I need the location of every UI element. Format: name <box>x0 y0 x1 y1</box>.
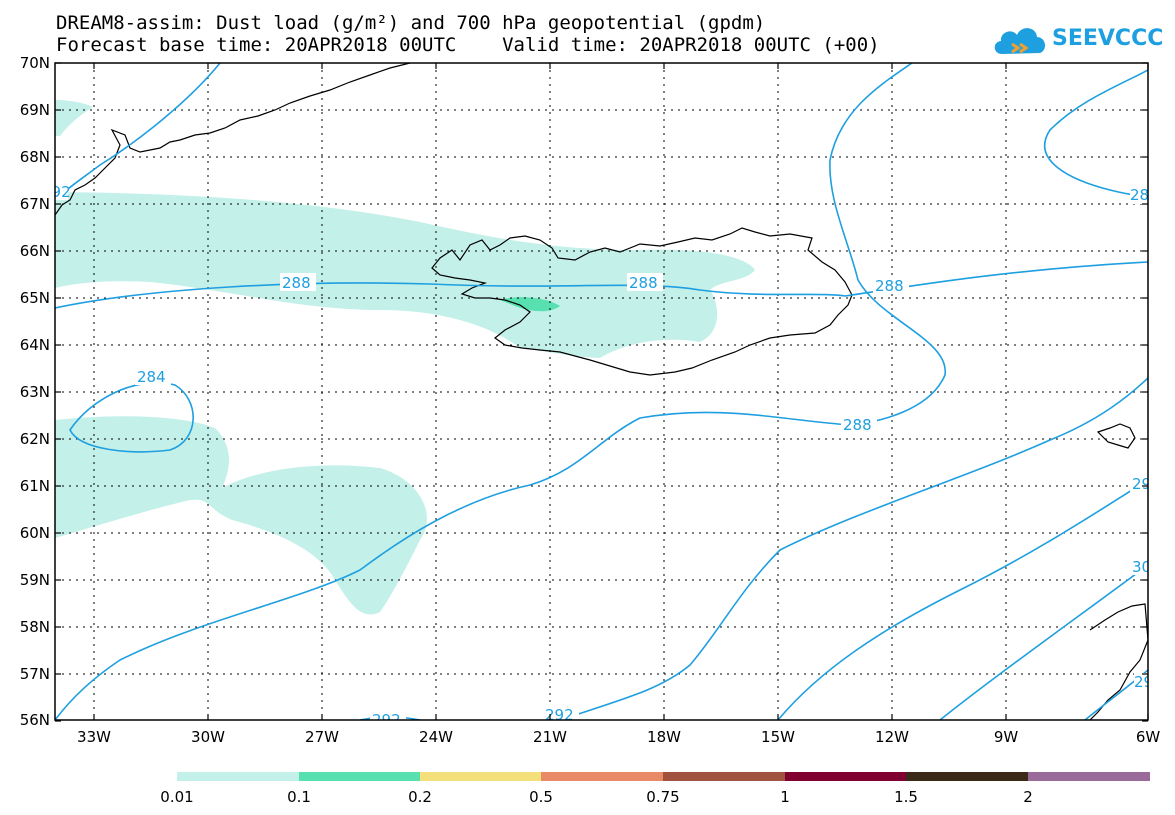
colorbar-label: 2 <box>1023 788 1033 806</box>
contour-label: 29 <box>1134 673 1153 691</box>
colorbar-segment <box>541 772 663 781</box>
greenland-coast <box>55 63 411 216</box>
lat-label: 68N <box>20 148 50 166</box>
colorbar: 0.01 0.1 0.2 0.5 0.75 1 1.5 2 <box>160 772 1150 806</box>
lat-label: 64N <box>20 336 50 354</box>
contour-label: 288 <box>282 274 311 292</box>
contour-292-south <box>559 377 1148 720</box>
contour-292-greenland <box>55 63 221 201</box>
lon-label: 15W <box>761 728 795 746</box>
colorbar-label: 0.5 <box>529 788 553 806</box>
graticule <box>55 63 1148 720</box>
colorbar-segment <box>420 772 541 781</box>
contour-label: 28 <box>1130 186 1149 204</box>
colorbar-segment <box>1028 772 1150 781</box>
iceland-coast <box>431 227 853 376</box>
lon-label: 6W <box>1136 728 1161 746</box>
contour-label: 288 <box>629 274 658 292</box>
contour-label: 288 <box>843 416 872 434</box>
logo-text: SEEVCCC <box>1052 26 1164 51</box>
cloud-icon <box>994 28 1046 54</box>
seevccc-logo: SEEVCCC <box>990 20 1163 60</box>
latitude-labels: 70N 69N 68N 67N 66N 65N 64N 63N 62N 61N … <box>20 54 50 729</box>
colorbar-label: 0.2 <box>408 788 432 806</box>
contour-288-north <box>55 261 1148 309</box>
colorbar-label: 0.1 <box>287 788 311 806</box>
lat-label: 59N <box>20 571 50 589</box>
lat-label: 62N <box>20 430 50 448</box>
lon-label: 30W <box>191 728 225 746</box>
contour-label: 292 <box>372 711 401 729</box>
lon-label: 27W <box>305 728 339 746</box>
lat-label: 70N <box>20 54 50 72</box>
lat-label: 56N <box>20 711 50 729</box>
contour-296 <box>777 479 1148 720</box>
lat-label: 58N <box>20 618 50 636</box>
contour-300 <box>939 564 1148 720</box>
colorbar-segment <box>785 772 906 781</box>
colorbar-label: 1.5 <box>894 788 918 806</box>
colorbar-label: 1 <box>780 788 790 806</box>
lon-label: 33W <box>77 728 111 746</box>
lon-label: 21W <box>533 728 567 746</box>
map-title-line1: DREAM8-assim: Dust load (g/m²) and 700 h… <box>56 12 766 34</box>
contour-label: 292 <box>42 183 71 201</box>
colorbar-label: 0.75 <box>646 788 679 806</box>
contour-labels: 288 288 288 288 284 292 292 292 292 300 … <box>42 182 1161 729</box>
dust-load-shading <box>55 100 755 615</box>
colorbar-segment <box>299 772 420 781</box>
lon-label: 24W <box>419 728 453 746</box>
lon-label: 12W <box>875 728 909 746</box>
lat-label: 57N <box>20 665 50 683</box>
scotland-coast <box>1089 603 1148 720</box>
contour-label: 300 <box>1132 558 1161 576</box>
contour-288-east <box>55 63 946 720</box>
lon-label: 18W <box>647 728 681 746</box>
longitude-labels: 33W 30W 27W 24W 21W 18W 15W 12W 9W 6W <box>77 728 1160 746</box>
contour-284 <box>69 381 194 453</box>
colorbar-segment <box>906 772 1028 781</box>
lat-label: 61N <box>20 477 50 495</box>
contour-label: 292 <box>1132 475 1161 493</box>
contour-label: 288 <box>875 277 904 295</box>
lat-label: 63N <box>20 383 50 401</box>
colorbar-segment <box>177 772 299 781</box>
geopotential-contours <box>55 63 1148 720</box>
lat-label: 66N <box>20 242 50 260</box>
faroe-coast <box>1096 423 1136 449</box>
contour-label: 292 <box>545 706 574 724</box>
lon-label: 9W <box>994 728 1019 746</box>
lat-label: 65N <box>20 289 50 307</box>
lat-label: 60N <box>20 524 50 542</box>
colorbar-label: 0.01 <box>160 788 193 806</box>
colorbar-segment <box>663 772 785 781</box>
lat-label: 69N <box>20 101 50 119</box>
map-title-line2: Forecast base time: 20APR2018 00UTC Vali… <box>56 34 880 56</box>
contour-label: 284 <box>137 368 166 386</box>
contour-28-east <box>1043 69 1148 197</box>
lat-label: 67N <box>20 195 50 213</box>
coastlines <box>55 63 1148 720</box>
